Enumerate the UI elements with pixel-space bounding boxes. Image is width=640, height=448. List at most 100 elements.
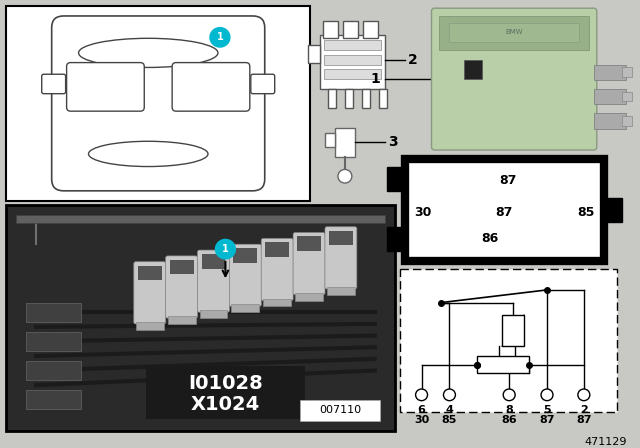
FancyBboxPatch shape [134, 262, 166, 324]
Bar [26, 332, 81, 351]
Bar [295, 293, 323, 301]
Bar [202, 254, 225, 268]
Bar [328, 89, 336, 108]
Bar [138, 266, 162, 280]
Text: 4: 4 [445, 405, 453, 414]
Circle shape [541, 389, 553, 401]
FancyBboxPatch shape [42, 74, 66, 94]
FancyBboxPatch shape [166, 256, 198, 318]
Text: 471129: 471129 [584, 437, 627, 447]
Text: 86: 86 [482, 232, 499, 245]
Bar [362, 89, 370, 108]
Ellipse shape [79, 39, 218, 68]
Text: 2: 2 [408, 53, 417, 67]
Bar [327, 287, 355, 295]
FancyBboxPatch shape [52, 16, 265, 191]
Text: 87: 87 [540, 415, 555, 425]
Bar [324, 55, 381, 65]
Text: 5: 5 [543, 405, 551, 414]
Text: 85: 85 [442, 415, 457, 425]
Bar [6, 6, 310, 201]
Bar [26, 302, 81, 322]
FancyBboxPatch shape [261, 238, 293, 301]
Circle shape [578, 389, 590, 401]
Bar [379, 89, 387, 108]
FancyBboxPatch shape [198, 250, 229, 312]
Text: 3: 3 [388, 135, 397, 149]
Ellipse shape [88, 141, 208, 167]
Bar [335, 128, 355, 157]
Bar [594, 65, 626, 80]
Bar [265, 242, 289, 257]
FancyBboxPatch shape [229, 244, 261, 306]
Bar [324, 69, 381, 79]
Bar [170, 260, 193, 274]
Circle shape [444, 389, 456, 401]
Bar [329, 231, 353, 245]
Bar [234, 248, 257, 263]
Bar [594, 113, 626, 129]
Bar [621, 92, 632, 101]
Circle shape [338, 169, 352, 183]
Bar [594, 89, 626, 104]
Bar [604, 198, 621, 222]
Bar [404, 159, 604, 261]
FancyBboxPatch shape [251, 74, 275, 94]
Bar [324, 40, 381, 50]
Text: 87: 87 [495, 206, 513, 219]
Bar [465, 60, 483, 79]
Text: 86: 86 [501, 415, 517, 425]
Bar [345, 89, 353, 108]
Bar [232, 305, 259, 312]
Bar [320, 35, 385, 89]
FancyBboxPatch shape [67, 63, 144, 111]
FancyBboxPatch shape [172, 63, 250, 111]
Bar [621, 116, 632, 126]
Bar [6, 205, 395, 431]
Text: 6: 6 [418, 405, 426, 414]
Bar [136, 322, 164, 330]
Bar [200, 310, 227, 318]
Bar [168, 316, 196, 324]
Bar [26, 390, 81, 409]
Bar [449, 23, 579, 42]
Bar [297, 237, 321, 251]
Bar [146, 366, 305, 419]
Text: 87: 87 [499, 174, 517, 187]
Bar [363, 21, 378, 39]
Bar [477, 356, 529, 374]
Circle shape [415, 389, 428, 401]
Text: 1: 1 [216, 32, 223, 42]
Text: 85: 85 [577, 206, 595, 219]
Bar [300, 400, 380, 421]
Text: 007110: 007110 [319, 405, 361, 415]
Circle shape [503, 389, 515, 401]
Circle shape [210, 28, 230, 47]
FancyBboxPatch shape [325, 227, 357, 289]
Text: 30: 30 [414, 415, 429, 425]
Bar [502, 315, 524, 346]
Circle shape [216, 239, 236, 259]
Bar [621, 68, 632, 77]
FancyBboxPatch shape [431, 8, 596, 150]
Text: 30: 30 [414, 206, 431, 219]
Bar [323, 21, 338, 39]
Text: 8: 8 [506, 405, 513, 414]
Bar [325, 133, 335, 147]
Text: 1: 1 [222, 244, 228, 254]
Text: BMW: BMW [506, 30, 523, 35]
Bar [26, 361, 81, 380]
Bar [308, 45, 320, 63]
Bar [399, 268, 617, 412]
Bar [387, 167, 404, 191]
Bar [263, 299, 291, 306]
Bar [440, 16, 589, 50]
Bar [17, 215, 385, 223]
Text: 1: 1 [370, 72, 380, 86]
Text: 87: 87 [576, 415, 591, 425]
Bar [387, 227, 404, 251]
Text: I01028: I01028 [188, 374, 263, 393]
FancyBboxPatch shape [293, 233, 325, 295]
Text: X1024: X1024 [191, 395, 260, 414]
Bar [343, 21, 358, 39]
